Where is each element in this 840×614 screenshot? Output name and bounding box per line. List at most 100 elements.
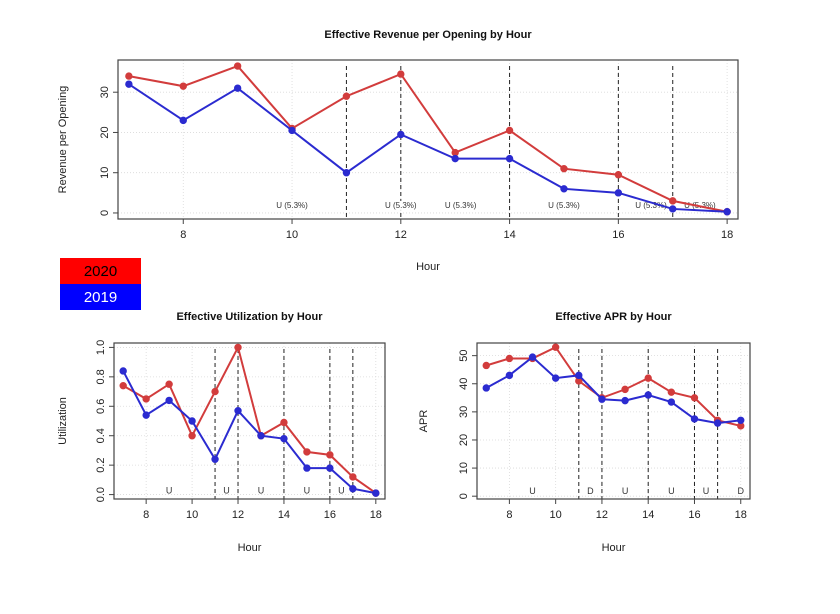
point-2019	[598, 395, 606, 403]
annotation-bg	[630, 200, 672, 210]
x-tick-label: 18	[735, 509, 747, 521]
point-2020	[505, 126, 514, 135]
point-2019	[644, 391, 652, 399]
x-tick-label: 16	[688, 509, 700, 521]
point-2020	[234, 343, 242, 352]
point-2019	[737, 416, 745, 424]
point-2020	[451, 148, 459, 157]
point-2019	[125, 80, 133, 88]
point-2020	[326, 451, 334, 459]
point-2020	[505, 354, 514, 363]
point-2019	[211, 455, 219, 463]
annotation-label: U	[703, 486, 710, 496]
point-2019	[280, 434, 288, 443]
point-2019	[669, 205, 677, 213]
point-2019	[397, 130, 405, 139]
chart-apr: U D U U U D 8 10 12 14 16 18 0 10 20 30 40 50 Effective AP…	[418, 311, 751, 554]
point-2020	[621, 385, 629, 394]
y-tick-label: 40	[458, 378, 470, 390]
x-tick-label: 12	[232, 509, 244, 521]
x-tick-label: 14	[278, 509, 290, 521]
x-tick-label: 12	[395, 229, 407, 241]
y-tick-label: 0.6	[95, 399, 107, 414]
annotation-label: U (5.3%)	[635, 201, 667, 210]
y-tick-label: 0.8	[95, 369, 107, 384]
point-2020	[179, 82, 187, 90]
point-2019	[482, 384, 490, 392]
annotation-bg	[271, 200, 313, 210]
y-axis-label: APR	[418, 410, 430, 433]
x-tick-label: 8	[506, 509, 512, 521]
y-tick-label: 0.0	[95, 487, 107, 502]
point-2020	[614, 171, 623, 179]
point-2020	[667, 388, 676, 396]
point-2019	[723, 208, 731, 216]
point-2019	[119, 367, 127, 375]
point-2019	[303, 464, 311, 472]
chart-title: Effective Utilization by Hour	[176, 311, 323, 323]
annotation-label: U	[622, 486, 629, 496]
point-2019	[713, 419, 722, 427]
point-2019	[614, 189, 623, 197]
point-2019	[233, 84, 242, 92]
point-2019	[372, 489, 380, 497]
point-2020	[142, 395, 150, 403]
plot-frame	[117, 59, 739, 220]
point-2019	[551, 374, 560, 382]
point-2020	[233, 62, 242, 70]
y-tick-label: 0	[99, 210, 111, 216]
point-2019	[505, 371, 514, 380]
y-tick-label: 20	[99, 126, 111, 138]
annotation-bg	[543, 200, 585, 210]
point-2019	[349, 484, 357, 493]
series-line-2020	[485, 345, 741, 427]
point-2019	[451, 154, 459, 163]
legend-2019: 2019	[60, 284, 141, 310]
legend-2020: 2020	[60, 258, 141, 284]
point-2020	[280, 418, 288, 427]
annotation-label: U	[668, 486, 675, 496]
series-line-2020	[128, 64, 728, 213]
point-2019	[257, 432, 265, 440]
x-axis-label: Hour	[416, 261, 440, 273]
series-line-2019	[122, 370, 377, 495]
point-2020	[119, 381, 127, 390]
point-2020	[551, 343, 560, 351]
point-2019	[621, 396, 629, 405]
x-tick-label: 12	[596, 509, 608, 521]
y-axis-label: Utilization	[57, 397, 69, 445]
x-tick-label: 16	[612, 229, 624, 241]
y-tick-label: 10	[99, 167, 111, 179]
point-2019	[575, 371, 583, 380]
y-tick-label: 30	[99, 86, 111, 98]
annotation-label: U (5.3%)	[445, 201, 477, 210]
chart-title: Effective APR by Hour	[555, 311, 672, 323]
annotation-label: U	[338, 486, 345, 496]
point-2019	[326, 464, 334, 472]
x-tick-label: 14	[642, 509, 654, 521]
point-2020	[211, 387, 219, 396]
x-tick-label: 8	[180, 229, 186, 241]
point-2020	[669, 197, 677, 205]
point-2019	[505, 154, 514, 163]
point-2019	[528, 353, 537, 361]
annotation-label: U	[529, 486, 536, 496]
series-line-2019	[485, 355, 741, 425]
point-2020	[690, 394, 699, 402]
point-2020	[482, 361, 490, 370]
x-axis-label: Hour	[238, 542, 262, 554]
point-2020	[165, 380, 173, 388]
point-2019	[690, 415, 699, 423]
y-tick-label: 0.2	[95, 458, 107, 473]
point-2020	[560, 164, 568, 173]
annotation-label: U (5.3%)	[385, 201, 417, 210]
x-tick-label: 10	[186, 509, 198, 521]
x-tick-label: 10	[286, 229, 298, 241]
annotation-label: U	[166, 486, 173, 496]
y-tick-label: 20	[458, 434, 470, 446]
y-tick-label: 30	[458, 406, 470, 418]
point-2020	[188, 432, 196, 440]
point-2020	[349, 473, 357, 481]
point-2019	[560, 185, 568, 193]
point-2019	[342, 169, 351, 177]
